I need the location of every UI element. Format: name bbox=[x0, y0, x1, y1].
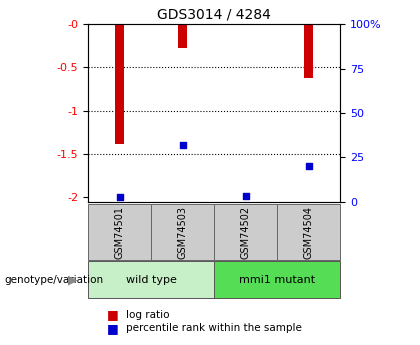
Text: ■: ■ bbox=[107, 308, 119, 321]
Text: GSM74502: GSM74502 bbox=[241, 206, 251, 258]
Bar bbox=[304, 24, 313, 78]
Point bbox=[242, 193, 249, 198]
Text: GSM74501: GSM74501 bbox=[115, 206, 125, 258]
FancyBboxPatch shape bbox=[151, 204, 214, 260]
Title: GDS3014 / 4284: GDS3014 / 4284 bbox=[157, 8, 271, 22]
FancyBboxPatch shape bbox=[214, 204, 277, 260]
Text: percentile rank within the sample: percentile rank within the sample bbox=[126, 324, 302, 333]
Point bbox=[179, 142, 186, 148]
FancyBboxPatch shape bbox=[88, 261, 214, 298]
Point bbox=[305, 164, 312, 169]
Text: GSM74504: GSM74504 bbox=[304, 206, 314, 258]
FancyBboxPatch shape bbox=[214, 261, 340, 298]
Bar bbox=[178, 24, 187, 48]
FancyBboxPatch shape bbox=[277, 204, 340, 260]
Text: genotype/variation: genotype/variation bbox=[4, 275, 103, 285]
Text: ■: ■ bbox=[107, 322, 119, 335]
Text: wild type: wild type bbox=[126, 275, 177, 285]
Text: log ratio: log ratio bbox=[126, 310, 170, 319]
Text: GSM74503: GSM74503 bbox=[178, 206, 188, 258]
Bar bbox=[115, 24, 124, 144]
FancyBboxPatch shape bbox=[88, 204, 151, 260]
Text: ▶: ▶ bbox=[68, 274, 78, 287]
Point bbox=[116, 195, 123, 200]
Text: mmi1 mutant: mmi1 mutant bbox=[239, 275, 315, 285]
